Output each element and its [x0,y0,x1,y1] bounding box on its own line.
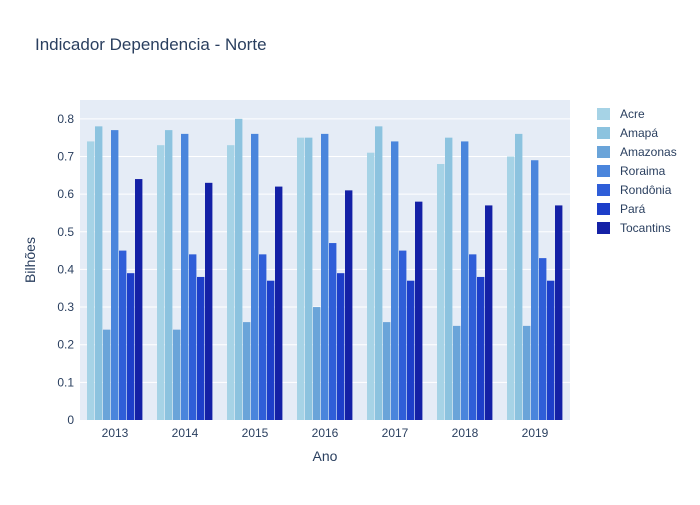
bar-amazonas-2014[interactable] [173,329,181,420]
x-axis-title: Ano [313,448,338,464]
legend-label: Amapá [620,126,658,140]
y-tick-label: 0 [67,413,74,427]
bar-par--2013[interactable] [127,273,135,420]
legend-item-tocantins[interactable]: Tocantins [597,221,671,235]
bar-par--2019[interactable] [547,280,555,420]
legend-label: Rondônia [620,183,672,197]
legend-swatch [597,127,610,139]
legend-item-amazonas[interactable]: Amazonas [597,145,677,159]
bar-roraima-2019[interactable] [531,160,539,420]
bar-amazonas-2015[interactable] [243,322,251,420]
bar-par--2016[interactable] [337,273,345,420]
bar-amazonas-2017[interactable] [383,322,391,420]
bar-par--2018[interactable] [477,276,485,420]
x-tick-label: 2013 [102,426,129,440]
bar-roraima-2018[interactable] [461,141,469,421]
bar-rond-nia-2017[interactable] [399,250,407,420]
legend-label: Pará [620,202,646,216]
bar-roraima-2015[interactable] [251,133,259,420]
legend-label: Acre [620,107,645,121]
legend-label: Roraima [620,164,666,178]
bar-tocantins-2013[interactable] [135,179,143,420]
y-tick-label: 0.8 [57,112,74,126]
bar-rond-nia-2015[interactable] [259,254,267,420]
bar-acre-2013[interactable] [87,141,95,421]
chart-title: Indicador Dependencia - Norte [35,35,267,54]
y-tick-label: 0.3 [57,300,74,314]
legend-item-par-[interactable]: Pará [597,202,646,216]
bar-tocantins-2019[interactable] [555,205,563,420]
bar-roraima-2016[interactable] [321,133,329,420]
bar-amazonas-2018[interactable] [453,325,461,420]
x-tick-label: 2015 [242,426,269,440]
bar-rond-nia-2013[interactable] [119,250,127,420]
bar-par--2017[interactable] [407,280,415,420]
bar-acre-2015[interactable] [227,145,235,421]
bar-amazonas-2019[interactable] [523,325,531,420]
bar-rond-nia-2016[interactable] [329,243,337,420]
legend-swatch [597,108,610,120]
legend-item-roraima[interactable]: Roraima [597,164,666,178]
bar-par--2015[interactable] [267,280,275,420]
y-tick-label: 0.1 [57,375,74,389]
bars [87,118,563,421]
bar-amap--2016[interactable] [305,137,313,420]
bar-rond-nia-2019[interactable] [539,258,547,420]
legend-item-acre[interactable]: Acre [597,107,645,121]
bar-roraima-2013[interactable] [111,130,119,420]
legend-item-amap-[interactable]: Amapá [597,126,658,140]
x-tick-label: 2017 [382,426,409,440]
y-axis-title: Bilhões [22,237,38,283]
bar-amap--2018[interactable] [445,137,453,420]
legend-swatch [597,222,610,234]
bar-tocantins-2015[interactable] [275,186,283,420]
bar-roraima-2014[interactable] [181,133,189,420]
bar-tocantins-2014[interactable] [205,182,213,420]
bar-amap--2013[interactable] [95,126,103,421]
bar-par--2014[interactable] [197,276,205,420]
legend-swatch [597,146,610,158]
bar-acre-2018[interactable] [437,164,445,420]
bar-acre-2016[interactable] [297,137,305,420]
y-tick-label: 0.2 [57,338,74,352]
bar-acre-2017[interactable] [367,152,375,421]
bar-amap--2017[interactable] [375,126,383,421]
bar-amap--2015[interactable] [235,118,243,420]
bar-amap--2019[interactable] [515,133,523,420]
y-tick-label: 0.5 [57,225,74,239]
bar-rond-nia-2014[interactable] [189,254,197,420]
y-tick-label: 0.4 [57,262,74,276]
x-tick-label: 2016 [312,426,339,440]
legend-swatch [597,203,610,215]
legend-label: Amazonas [620,145,677,159]
y-axis-ticks: 0 0.1 0.2 0.3 0.4 0.5 0.6 0.7 0.8 [57,112,74,427]
legend-swatch [597,165,610,177]
bar-tocantins-2016[interactable] [345,190,353,420]
legend-swatch [597,184,610,196]
x-tick-label: 2019 [522,426,549,440]
bar-amap--2014[interactable] [165,130,173,420]
bar-rond-nia-2018[interactable] [469,254,477,420]
x-tick-label: 2018 [452,426,479,440]
legend-item-rond-nia[interactable]: Rondônia [597,183,672,197]
x-axis-ticks: 2013 2014 2015 2016 2017 2018 2019 [102,426,549,440]
x-tick-label: 2014 [172,426,199,440]
bar-tocantins-2017[interactable] [415,201,423,420]
bar-acre-2019[interactable] [507,156,515,420]
bar-roraima-2017[interactable] [391,141,399,421]
bar-amazonas-2016[interactable] [313,307,321,420]
bar-amazonas-2013[interactable] [103,329,111,420]
legend-label: Tocantins [620,221,671,235]
legend[interactable]: Acre Amapá Amazonas Roraima Rondônia Pará Toca… [597,107,677,235]
y-tick-label: 0.6 [57,187,74,201]
bar-tocantins-2018[interactable] [485,205,493,420]
y-tick-label: 0.7 [57,149,74,163]
bar-acre-2014[interactable] [157,145,165,421]
